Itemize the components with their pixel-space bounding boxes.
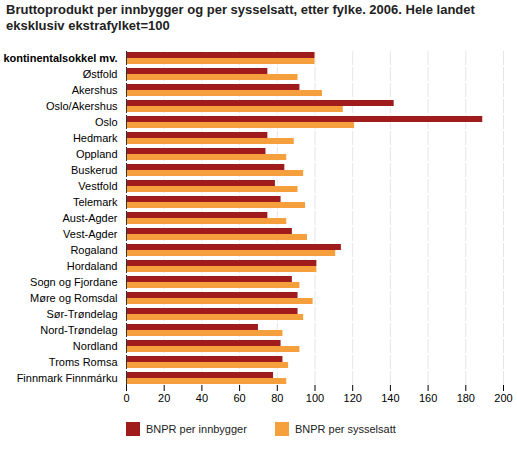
svg-text:100: 100: [306, 392, 324, 404]
svg-text:Aust-Agder: Aust-Agder: [62, 212, 117, 224]
svg-text:Oslo: Oslo: [95, 116, 118, 128]
svg-text:Vestfold: Vestfold: [78, 180, 117, 192]
svg-text:Troms Romsa: Troms Romsa: [49, 356, 119, 368]
svg-text:Hedmark: Hedmark: [73, 132, 118, 144]
svg-text:60: 60: [233, 392, 245, 404]
svg-text:Vest-Agder: Vest-Agder: [63, 228, 118, 240]
svg-text:20: 20: [158, 392, 170, 404]
svg-text:Akershus: Akershus: [72, 84, 118, 96]
svg-text:Buskerud: Buskerud: [71, 164, 117, 176]
svg-text:40: 40: [196, 392, 208, 404]
svg-text:Nord-Trøndelag: Nord-Trøndelag: [40, 324, 117, 336]
svg-text:Oslo/Akershus: Oslo/Akershus: [46, 100, 118, 112]
svg-text:Hele landet, eks. kontinentals: Hele landet, eks. kontinentalsokkel mv.: [0, 52, 118, 64]
svg-text:0: 0: [123, 392, 129, 404]
svg-text:120: 120: [344, 392, 362, 404]
svg-text:Telemark: Telemark: [73, 196, 118, 208]
svg-text:Østfold: Østfold: [83, 68, 118, 80]
svg-text:Sør-Trøndelag: Sør-Trøndelag: [46, 308, 117, 320]
svg-text:80: 80: [271, 392, 283, 404]
svg-text:160: 160: [419, 392, 437, 404]
svg-text:Sogn og Fjordane: Sogn og Fjordane: [30, 276, 117, 288]
svg-text:Oppland: Oppland: [76, 148, 118, 160]
svg-text:Finnmark Finnmárku: Finnmark Finnmárku: [17, 372, 118, 384]
svg-text:140: 140: [381, 392, 399, 404]
svg-text:Rogaland: Rogaland: [70, 244, 117, 256]
svg-text:200: 200: [494, 392, 512, 404]
svg-text:180: 180: [457, 392, 475, 404]
svg-text:Møre og Romsdal: Møre og Romsdal: [30, 292, 117, 304]
html-text:BNPR per sysselsatt: BNPR per sysselsatt: [294, 423, 396, 435]
html-text:Bruttoprodukt per innbygger og: Bruttoprodukt per innbygger og per sysse…: [6, 2, 475, 33]
svg-text:Hordaland: Hordaland: [67, 260, 118, 272]
svg-text:Nordland: Nordland: [73, 340, 118, 352]
html-text:BNPR per innbygger: BNPR per innbygger: [146, 423, 247, 435]
